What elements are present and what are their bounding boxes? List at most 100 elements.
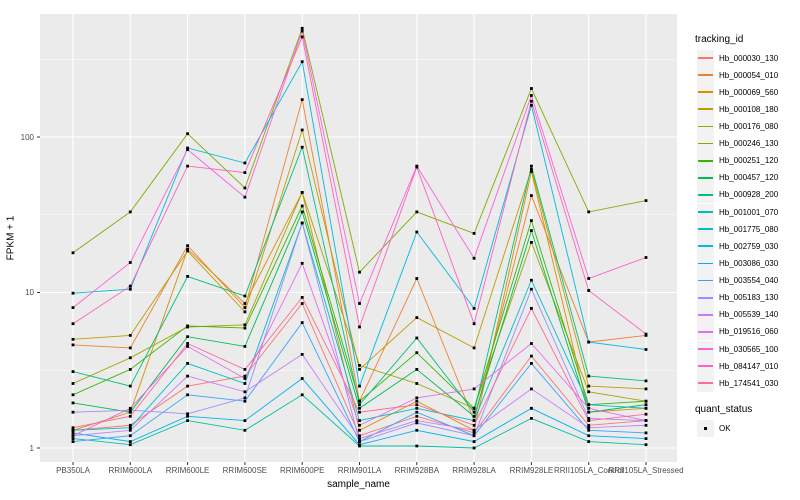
legend-label: Hb_019516_060 [719,327,779,337]
data-point [243,306,247,309]
legend-key-line [698,365,713,368]
legend-key [697,49,714,67]
data-point [415,410,419,414]
data-point [472,414,476,418]
legend-key-line [698,108,713,111]
data-point [644,419,648,422]
legend-key-line [698,348,713,350]
data-point [71,434,75,438]
legend-key [697,169,714,187]
data-point [243,161,247,165]
data-point [358,419,361,422]
data-point [186,393,189,397]
data-point [71,440,75,443]
legend-key-line [698,91,713,94]
data-point [128,210,132,214]
data-point [415,396,419,400]
x-tick-label: RRII105LA_Control [554,466,624,475]
y-tick-label: 10 [25,288,34,297]
legend-entry: Hb_000108_180 [697,100,778,118]
legend-key [697,357,714,375]
data-point [128,384,132,388]
legend-key [697,220,714,238]
legend-key-line [698,331,713,333]
data-point [587,423,591,427]
data-point [358,270,361,274]
data-point [300,393,304,397]
data-point [128,440,132,443]
legend-entry: Hb_001001_070 [697,203,779,221]
legend-key [697,186,714,204]
data-point [128,261,132,264]
data-point [128,410,132,414]
legend-key-line [698,262,713,265]
x-tick-label: RRIM928LA [452,466,496,475]
data-point [472,307,476,310]
legend-label: Hb_005539_140 [719,310,779,320]
legend-label: Hb_003086_030 [719,258,779,268]
data-point [472,431,476,435]
data-point [186,384,189,388]
data-point [530,342,533,345]
data-point [472,428,476,432]
data-point [128,368,132,371]
data-point [644,437,648,440]
data-point [644,406,648,410]
legend-label: Hb_000030_130 [719,53,779,63]
data-point [71,437,75,440]
legend-entry: Hb_000054_010 [697,66,778,84]
data-point [358,437,361,440]
data-point [415,419,419,422]
legend-key [697,117,714,135]
data-point [358,410,361,414]
legend-key-line [698,142,713,145]
data-point [300,302,304,305]
data-point [186,414,189,418]
legend-key [697,323,714,341]
legend-entry: Hb_000246_130 [697,135,778,153]
data-point [358,399,361,403]
legend-key-line [698,57,713,59]
x-tick-label: RRIM901LA [337,466,382,475]
data-point [71,370,75,373]
data-point [186,247,189,251]
data-point [530,278,533,282]
legend-key-line [698,176,713,179]
legend-key [697,289,714,307]
data-point [587,434,591,438]
data-point [644,431,648,435]
data-point [472,346,476,350]
legend-entry: Hb_000176_080 [697,117,779,135]
legend-label: Hb_084147_010 [719,361,779,371]
data-point [71,410,75,414]
legend-label: Hb_000251_120 [719,156,779,166]
data-point [243,399,247,403]
data-point [300,128,304,132]
data-point [587,277,591,280]
data-point [644,387,648,391]
data-point [243,419,247,422]
legend-label: Hb_000176_080 [719,121,779,131]
legend-label: Hb_005183_130 [719,293,779,303]
legend: tracking_id Hb_000030_130 Hb_000054_010 Hb… [695,0,800,500]
x-tick-label: RRIM600LA [108,466,153,475]
data-point [186,164,189,168]
legend-key-line [698,159,713,162]
data-point [415,165,419,169]
data-point [300,29,304,33]
legend-key-line [698,245,713,248]
data-point [587,440,591,443]
data-point [71,251,75,255]
legend-label: Hb_001001_070 [719,207,779,217]
data-point [243,195,247,199]
data-point [300,377,304,380]
data-point [415,316,419,319]
data-point [128,434,132,438]
legend-key [697,272,714,290]
data-point [415,444,419,448]
y-tick-label: 100 [20,132,34,142]
data-point [186,374,189,378]
data-point [243,377,247,380]
legend-key-line [698,194,713,196]
data-point [71,306,75,309]
